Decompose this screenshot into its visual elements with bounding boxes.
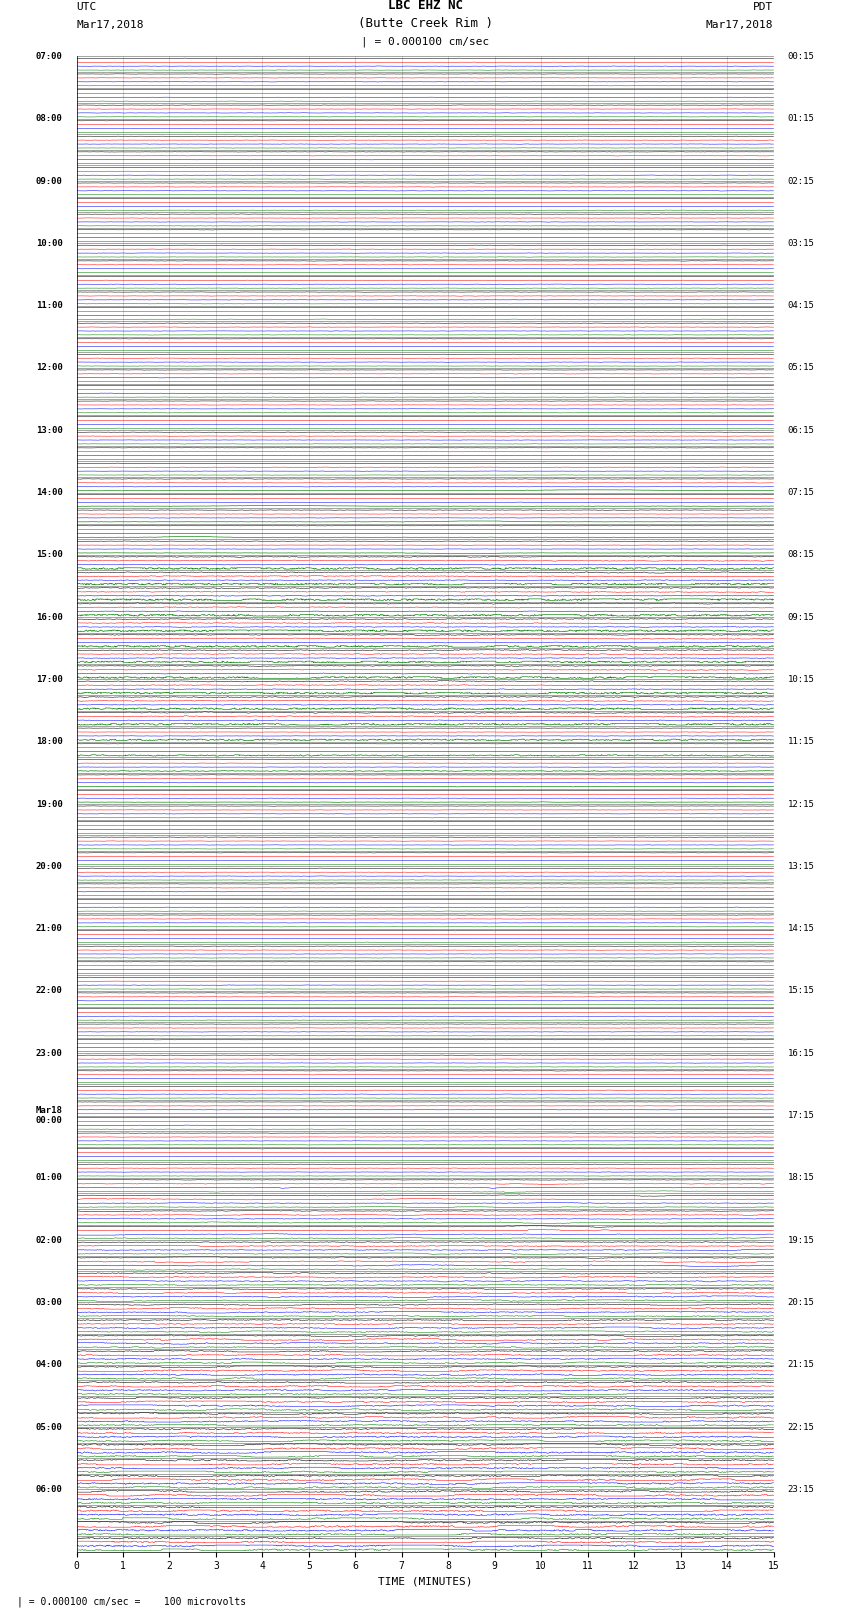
Text: 08:00: 08:00 (36, 115, 63, 123)
Text: 02:00: 02:00 (36, 1236, 63, 1245)
Text: 10:00: 10:00 (36, 239, 63, 248)
Text: 02:15: 02:15 (787, 176, 814, 185)
Text: 03:15: 03:15 (787, 239, 814, 248)
Text: 17:15: 17:15 (787, 1111, 814, 1119)
Text: 01:00: 01:00 (36, 1173, 63, 1182)
Text: 06:15: 06:15 (787, 426, 814, 436)
Text: | = 0.000100 cm/sec: | = 0.000100 cm/sec (361, 37, 489, 47)
Text: Mar17,2018: Mar17,2018 (76, 19, 144, 29)
Text: 16:00: 16:00 (36, 613, 63, 621)
Text: 13:00: 13:00 (36, 426, 63, 436)
Text: 07:15: 07:15 (787, 489, 814, 497)
Text: 15:15: 15:15 (787, 987, 814, 995)
Text: Mar17,2018: Mar17,2018 (706, 19, 774, 29)
Text: 23:00: 23:00 (36, 1048, 63, 1058)
Text: 17:00: 17:00 (36, 674, 63, 684)
Text: 00:15: 00:15 (787, 52, 814, 61)
Text: 22:00: 22:00 (36, 987, 63, 995)
Text: 12:00: 12:00 (36, 363, 63, 373)
Text: 09:15: 09:15 (787, 613, 814, 621)
Text: PDT: PDT (753, 2, 774, 11)
Text: LBC EHZ NC: LBC EHZ NC (388, 0, 462, 11)
Text: 05:15: 05:15 (787, 363, 814, 373)
Text: | = 0.000100 cm/sec =    100 microvolts: | = 0.000100 cm/sec = 100 microvolts (17, 1597, 246, 1608)
Text: 23:15: 23:15 (787, 1486, 814, 1494)
Text: 03:00: 03:00 (36, 1298, 63, 1307)
X-axis label: TIME (MINUTES): TIME (MINUTES) (377, 1578, 473, 1587)
Text: 10:15: 10:15 (787, 674, 814, 684)
Text: 15:00: 15:00 (36, 550, 63, 560)
Text: 12:15: 12:15 (787, 800, 814, 808)
Text: Mar18
00:00: Mar18 00:00 (36, 1107, 63, 1126)
Text: 14:00: 14:00 (36, 489, 63, 497)
Text: 19:00: 19:00 (36, 800, 63, 808)
Text: 05:00: 05:00 (36, 1423, 63, 1432)
Text: 16:15: 16:15 (787, 1048, 814, 1058)
Text: UTC: UTC (76, 2, 97, 11)
Text: 21:15: 21:15 (787, 1360, 814, 1369)
Text: 11:15: 11:15 (787, 737, 814, 747)
Text: 19:15: 19:15 (787, 1236, 814, 1245)
Text: 13:15: 13:15 (787, 861, 814, 871)
Text: 18:15: 18:15 (787, 1173, 814, 1182)
Text: 09:00: 09:00 (36, 176, 63, 185)
Text: 22:15: 22:15 (787, 1423, 814, 1432)
Text: 20:00: 20:00 (36, 861, 63, 871)
Text: (Butte Creek Rim ): (Butte Creek Rim ) (358, 16, 492, 29)
Text: 01:15: 01:15 (787, 115, 814, 123)
Text: 04:00: 04:00 (36, 1360, 63, 1369)
Text: 07:00: 07:00 (36, 52, 63, 61)
Text: 20:15: 20:15 (787, 1298, 814, 1307)
Text: 21:00: 21:00 (36, 924, 63, 934)
Text: 18:00: 18:00 (36, 737, 63, 747)
Text: 06:00: 06:00 (36, 1486, 63, 1494)
Text: 11:00: 11:00 (36, 302, 63, 310)
Text: 14:15: 14:15 (787, 924, 814, 934)
Text: 04:15: 04:15 (787, 302, 814, 310)
Text: 08:15: 08:15 (787, 550, 814, 560)
